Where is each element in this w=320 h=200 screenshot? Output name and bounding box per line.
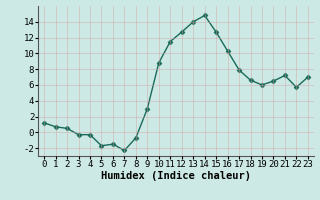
X-axis label: Humidex (Indice chaleur): Humidex (Indice chaleur) <box>101 171 251 181</box>
